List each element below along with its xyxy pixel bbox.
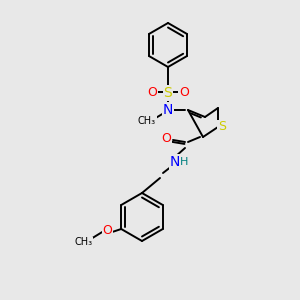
Text: S: S xyxy=(218,121,226,134)
Text: O: O xyxy=(179,85,189,98)
Text: S: S xyxy=(164,86,172,100)
Text: O: O xyxy=(161,133,171,146)
Text: CH₃: CH₃ xyxy=(74,237,92,247)
Text: O: O xyxy=(102,224,112,238)
Text: CH₃: CH₃ xyxy=(138,116,156,126)
Text: N: N xyxy=(163,103,173,117)
Text: N: N xyxy=(170,155,180,169)
Text: O: O xyxy=(147,85,157,98)
Text: H: H xyxy=(180,157,188,167)
